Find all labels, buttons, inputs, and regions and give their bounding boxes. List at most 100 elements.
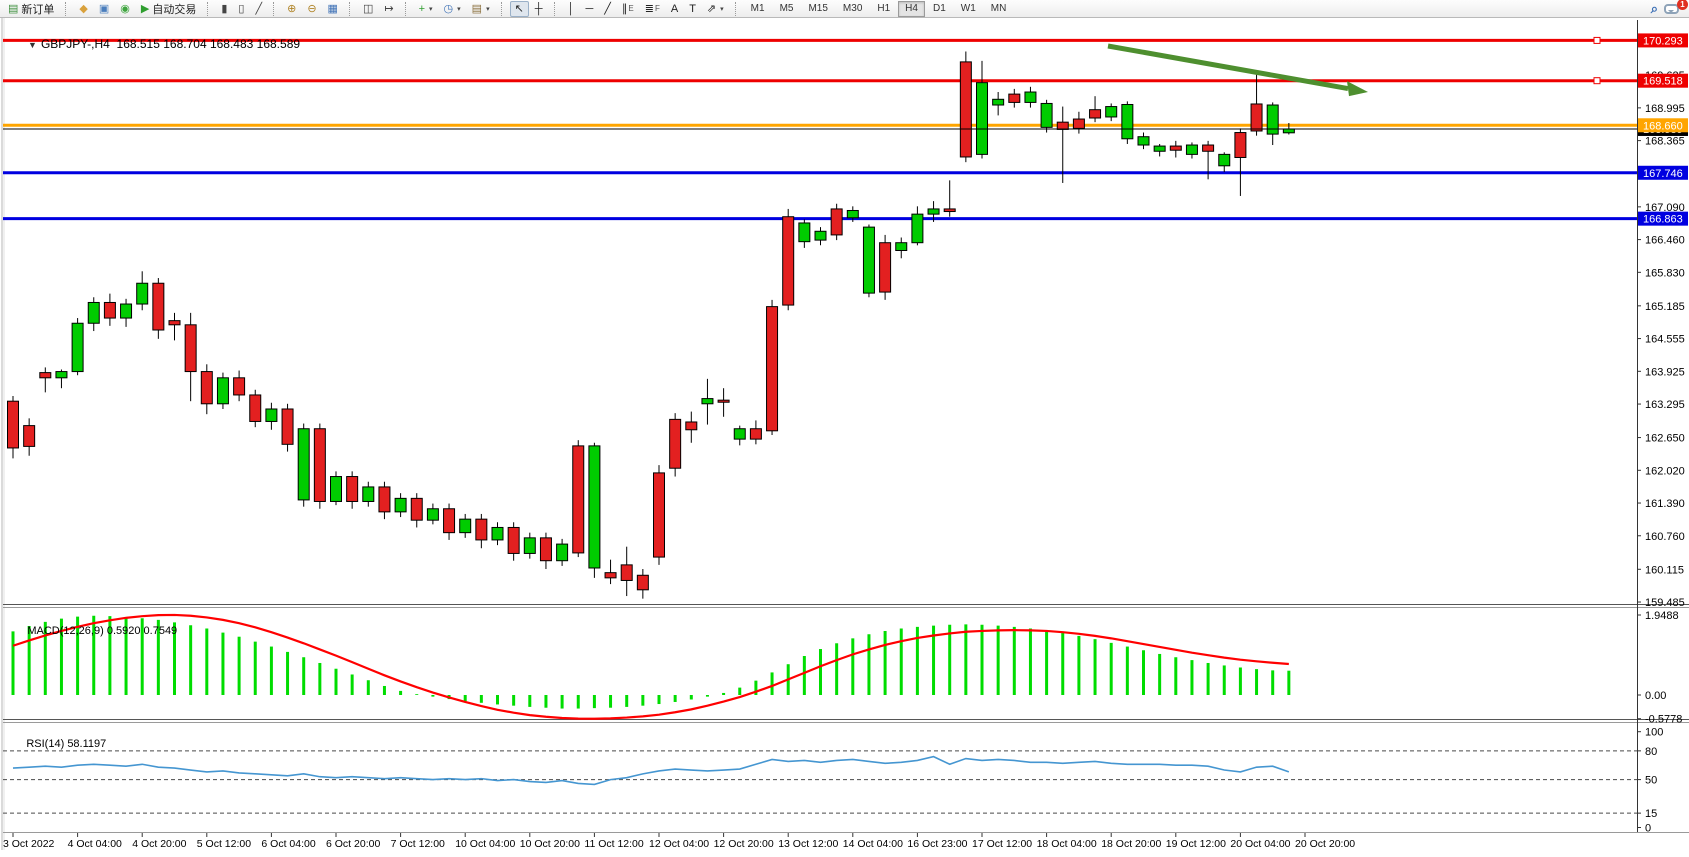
timeframe-h1-button[interactable]: H1 (877, 3, 891, 14)
axis-tick-label: 15 (1645, 808, 1657, 820)
resistance-line-1-handle[interactable] (1593, 36, 1601, 44)
channel-button[interactable]: ∥ E (617, 1, 639, 17)
candle (378, 486, 391, 513)
chart-shift-button[interactable]: ↦ (379, 1, 398, 17)
new-order-button[interactable]: ▤ 新订单 (3, 1, 59, 17)
candle (846, 209, 859, 219)
candle (911, 213, 924, 244)
date-label: 16 Oct 23:00 (907, 838, 967, 850)
zoom-out-icon: ⊖ (307, 2, 317, 15)
main-toolbar: ▤ 新订单 ◆ ▣ ◉ ▶ 自动交易 ▮ ▯ ╱ ⊕ ⊖ ▦ ◫ ↦ + ▾ ◷ ▾ ▤ ▾ ↖ ┼ │ ─ ╱ ∥ E ≣ F A T ⇗ ▾ M… (0, 0, 1689, 18)
collapse-icon[interactable]: ▼ (28, 40, 37, 50)
chat-button[interactable]: 1 (1664, 0, 1688, 17)
resistance-line-2-price-label-box (1638, 73, 1688, 88)
trendline-icon: ╱ (604, 2, 611, 15)
candle (620, 564, 633, 581)
indicators-dropdown-icon[interactable]: ▾ (429, 5, 433, 13)
date-label: 18 Oct 04:00 (1037, 838, 1097, 850)
resistance-line-2-handle[interactable] (1593, 77, 1601, 85)
candle (572, 445, 585, 554)
autotrading-button[interactable]: ▶ 自动交易 (136, 1, 201, 17)
arrange-charts-button[interactable]: ◫ (358, 1, 378, 17)
styler-button[interactable]: ◆ (74, 1, 92, 17)
autotrading-button-label: 自动交易 (152, 3, 197, 16)
date-label: 14 Oct 04:00 (843, 838, 903, 850)
candle (1105, 106, 1118, 118)
bars-mode-button[interactable]: ▮ (216, 1, 232, 17)
candle (426, 508, 439, 521)
date-label: 17 Oct 12:00 (972, 838, 1032, 850)
date-label: 6 Oct 04:00 (261, 838, 315, 850)
candle (297, 428, 310, 501)
vline-icon: │ (567, 2, 575, 15)
search-button[interactable]: ⌕ (1646, 1, 1663, 17)
candle (556, 543, 569, 562)
candle (265, 408, 278, 422)
candle (862, 226, 875, 294)
zoom-in-button[interactable]: ⊕ (282, 1, 301, 17)
tile-windows-button[interactable]: ▦ (323, 1, 343, 17)
arrows-button[interactable]: ⇗ ▾ (702, 1, 729, 17)
toolbar-separator (553, 1, 559, 16)
candle (782, 216, 795, 306)
timeframe-m30-button[interactable]: M30 (842, 3, 863, 14)
trend-arrow-line[interactable] (1107, 43, 1349, 92)
timeframe-m15-button[interactable]: M15 (808, 3, 828, 14)
candles-mode-button[interactable]: ▯ (233, 1, 249, 17)
zoom-out-button[interactable]: ⊖ (302, 1, 321, 17)
timeframe-w1-button[interactable]: W1 (960, 3, 976, 14)
text-button[interactable]: A (666, 1, 683, 17)
axis-tick-label: 160.115 (1645, 564, 1684, 576)
axis-tick-label: 168.365 (1645, 136, 1685, 148)
candle (1202, 144, 1215, 152)
terminal-icon: ▣ (98, 2, 110, 15)
timeframe-m5-button[interactable]: M5 (779, 3, 794, 14)
axis-tick-label: 161.390 (1645, 498, 1685, 510)
terminal-button[interactable]: ▣ (94, 1, 114, 17)
candle (927, 208, 940, 215)
vline-button[interactable]: │ (563, 1, 580, 17)
cursor-button[interactable]: ↖ (509, 0, 529, 17)
arrows-dropdown-icon[interactable]: ▾ (720, 5, 724, 13)
axis-tick-label: 50 (1645, 775, 1657, 787)
periods-dropdown-icon[interactable]: ▾ (457, 5, 461, 13)
candle (1072, 118, 1085, 129)
candle (976, 82, 988, 155)
axis-tick-label: 163.925 (1645, 366, 1685, 378)
crosshair-button[interactable]: ┼ (530, 1, 548, 17)
periods-button[interactable]: ◷ ▾ (439, 1, 466, 17)
news-button[interactable]: ◉ (115, 1, 135, 17)
chart-window[interactable]: 170.255169.625168.995168.365167.090166.4… (0, 18, 1689, 857)
resistance-line-1-price-label-box (1638, 33, 1688, 48)
candle (1234, 132, 1247, 158)
candle (120, 303, 133, 319)
indicators-button[interactable]: + ▾ (414, 1, 438, 17)
trendline-button[interactable]: ╱ (599, 1, 616, 17)
toolbar-separator (500, 1, 506, 16)
chart-canvas[interactable]: 170.255169.625168.995168.365167.090166.4… (0, 18, 1689, 857)
hline-button[interactable]: ─ (580, 1, 598, 17)
timeframe-d1-button[interactable]: D1 (932, 3, 946, 14)
timeframe-mn-button[interactable]: MN (990, 3, 1007, 14)
candle (539, 537, 552, 562)
date-label: 5 Oct 12:00 (197, 838, 251, 850)
line-mode-button[interactable]: ╱ (250, 1, 267, 17)
templates-button[interactable]: ▤ ▾ (467, 1, 495, 17)
candle (588, 445, 601, 569)
label-button[interactable]: T (684, 1, 701, 17)
candle (653, 472, 665, 558)
timeframe-h4-button[interactable]: H4 (898, 0, 925, 17)
toolbar-separator (734, 1, 740, 16)
candle (136, 282, 149, 305)
templates-dropdown-icon[interactable]: ▾ (486, 5, 490, 13)
fibonacci-button[interactable]: ≣ F (640, 1, 665, 17)
timeframe-m1-button[interactable]: M1 (750, 3, 765, 14)
date-label: 19 Oct 12:00 (1166, 838, 1226, 850)
date-label: 4 Oct 20:00 (132, 838, 186, 850)
candle (394, 497, 407, 513)
rsi-indicator-label: RSI(14) 58.1197 (26, 738, 107, 750)
candle (1040, 102, 1053, 128)
candle (1153, 145, 1166, 152)
axis-tick-label: 164.555 (1645, 334, 1685, 346)
candle (507, 526, 520, 554)
